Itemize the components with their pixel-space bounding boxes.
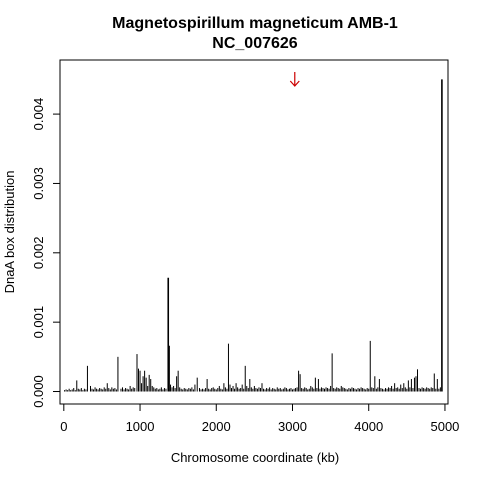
x-axis-label: Chromosome coordinate (kb) (171, 450, 339, 465)
x-tick-label: 0 (60, 419, 67, 434)
x-tick-label: 5000 (430, 419, 459, 434)
chart-subtitle: NC_007626 (212, 35, 298, 52)
plot-frame (59, 59, 449, 405)
x-tick-label: 1000 (126, 419, 155, 434)
y-tick-label: 0.003 (31, 167, 46, 200)
y-axis: 0.000 0.001 0.002 0.003 0.004 (31, 98, 61, 408)
y-tick-label: 0.004 (31, 98, 46, 131)
x-tick-label: 4000 (354, 419, 383, 434)
y-tick-label: 0.002 (31, 237, 46, 270)
y-tick-label: 0.001 (31, 306, 46, 339)
down-arrow-icon (289, 72, 300, 87)
x-tick-label: 3000 (278, 419, 307, 434)
y-axis-label: DnaA box distribution (2, 171, 17, 294)
bar-series (64, 79, 443, 392)
arrow-head (289, 80, 300, 87)
x-tick-label: 2000 (202, 419, 231, 434)
x-axis: 0 1000 2000 3000 4000 5000 (60, 403, 459, 434)
y-tick-label: 0.000 (31, 375, 46, 408)
chart-title: Magnetospirillum magneticum AMB-1 (112, 15, 398, 32)
